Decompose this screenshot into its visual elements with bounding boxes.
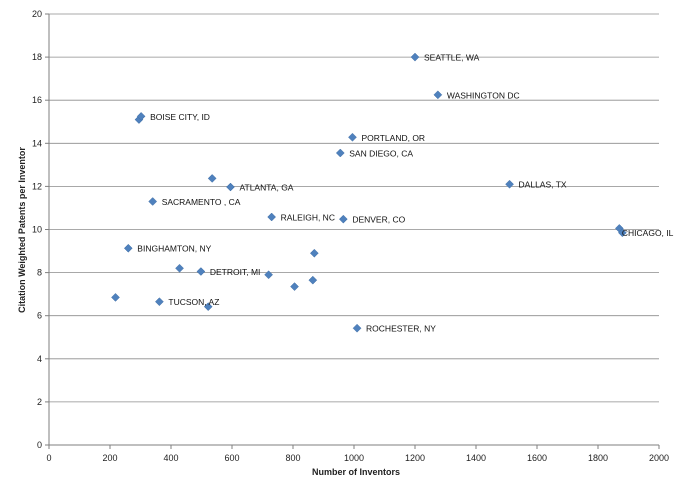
x-axis-title: Number of Inventors — [312, 467, 400, 477]
x-tick-label-600: 600 — [224, 453, 239, 463]
point-label-24: ROCHESTER, NY — [366, 324, 436, 334]
data-point-23 — [203, 302, 213, 312]
data-point-24 — [352, 323, 362, 333]
x-tick-label-800: 800 — [285, 453, 300, 463]
data-point-22 — [155, 297, 164, 307]
data-point-6 — [207, 174, 217, 183]
y-tick-label-10: 10 — [32, 225, 42, 235]
data-point-15 — [309, 248, 319, 258]
x-tick-label-1400: 1400 — [466, 453, 486, 463]
x-tick-label-1000: 1000 — [344, 453, 364, 463]
data-point-14 — [123, 243, 133, 253]
y-tick-label-16: 16 — [32, 95, 42, 105]
data-points — [111, 52, 627, 333]
data-point-8 — [505, 179, 514, 189]
data-point-3 — [136, 112, 146, 121]
data-point-0 — [410, 52, 420, 62]
data-point-5 — [335, 148, 345, 158]
point-label-3: BOISE CITY, ID — [150, 112, 210, 122]
point-label-8: DALLAS, TX — [519, 180, 567, 190]
point-label-10: RALEIGH, NC — [281, 213, 335, 223]
x-tick-label-0: 0 — [46, 453, 51, 463]
data-point-9 — [148, 197, 158, 206]
point-label-17: DETROIT, MI — [210, 267, 261, 277]
point-labels: SEATTLE, WA WASHINGTON DC BOISE CITY, ID PO… — [137, 53, 673, 334]
point-label-5: SAN DIEGO, CA — [349, 148, 413, 158]
data-point-21 — [111, 293, 120, 302]
point-label-11: DENVER, CO — [352, 215, 405, 225]
y-tick-label-6: 6 — [37, 311, 42, 321]
data-point-7 — [226, 182, 235, 192]
x-tick-label-400: 400 — [163, 453, 178, 463]
point-label-14: BINGHAMTON, NY — [137, 244, 211, 254]
data-point-13 — [618, 228, 627, 238]
y-tick-label-20: 20 — [32, 9, 42, 19]
data-point-1 — [433, 90, 443, 100]
x-tick-label-200: 200 — [102, 453, 117, 463]
data-point-11 — [338, 214, 348, 224]
data-point-19 — [308, 275, 318, 285]
data-point-17 — [196, 267, 206, 276]
data-point-4 — [348, 132, 357, 142]
x-tick-label-1800: 1800 — [588, 453, 608, 463]
x-tick-label-2000: 2000 — [649, 453, 669, 463]
y-tick-label-8: 8 — [37, 268, 42, 278]
data-point-10 — [267, 212, 277, 222]
point-label-22: TUCSON, AZ — [168, 297, 219, 307]
x-tick-label-1600: 1600 — [527, 453, 547, 463]
y-tick-label-12: 12 — [32, 181, 42, 191]
y-tick-label-14: 14 — [32, 138, 42, 148]
y-tick-label-0: 0 — [37, 440, 42, 450]
data-point-20 — [290, 282, 299, 291]
data-point-16 — [175, 263, 184, 273]
axes — [45, 13, 660, 449]
data-point-18 — [264, 270, 273, 280]
gridlines — [49, 13, 659, 403]
point-label-7: ATLANTA, GA — [239, 183, 293, 193]
point-label-4: PORTLAND, OR — [361, 133, 425, 143]
y-tick-label-18: 18 — [32, 52, 42, 62]
point-label-13: CHICAGO, IL — [622, 228, 674, 238]
y-axis-title: Citation Weighted Patents per Inventor — [17, 147, 27, 313]
x-tick-label-1200: 1200 — [405, 453, 425, 463]
point-label-9: SACRAMENTO , CA — [162, 197, 241, 207]
y-tick-label-2: 2 — [37, 397, 42, 407]
point-label-0: SEATTLE, WA — [424, 53, 480, 63]
point-label-1: WASHINGTON DC — [447, 90, 520, 100]
y-tick-label-4: 4 — [37, 354, 42, 364]
